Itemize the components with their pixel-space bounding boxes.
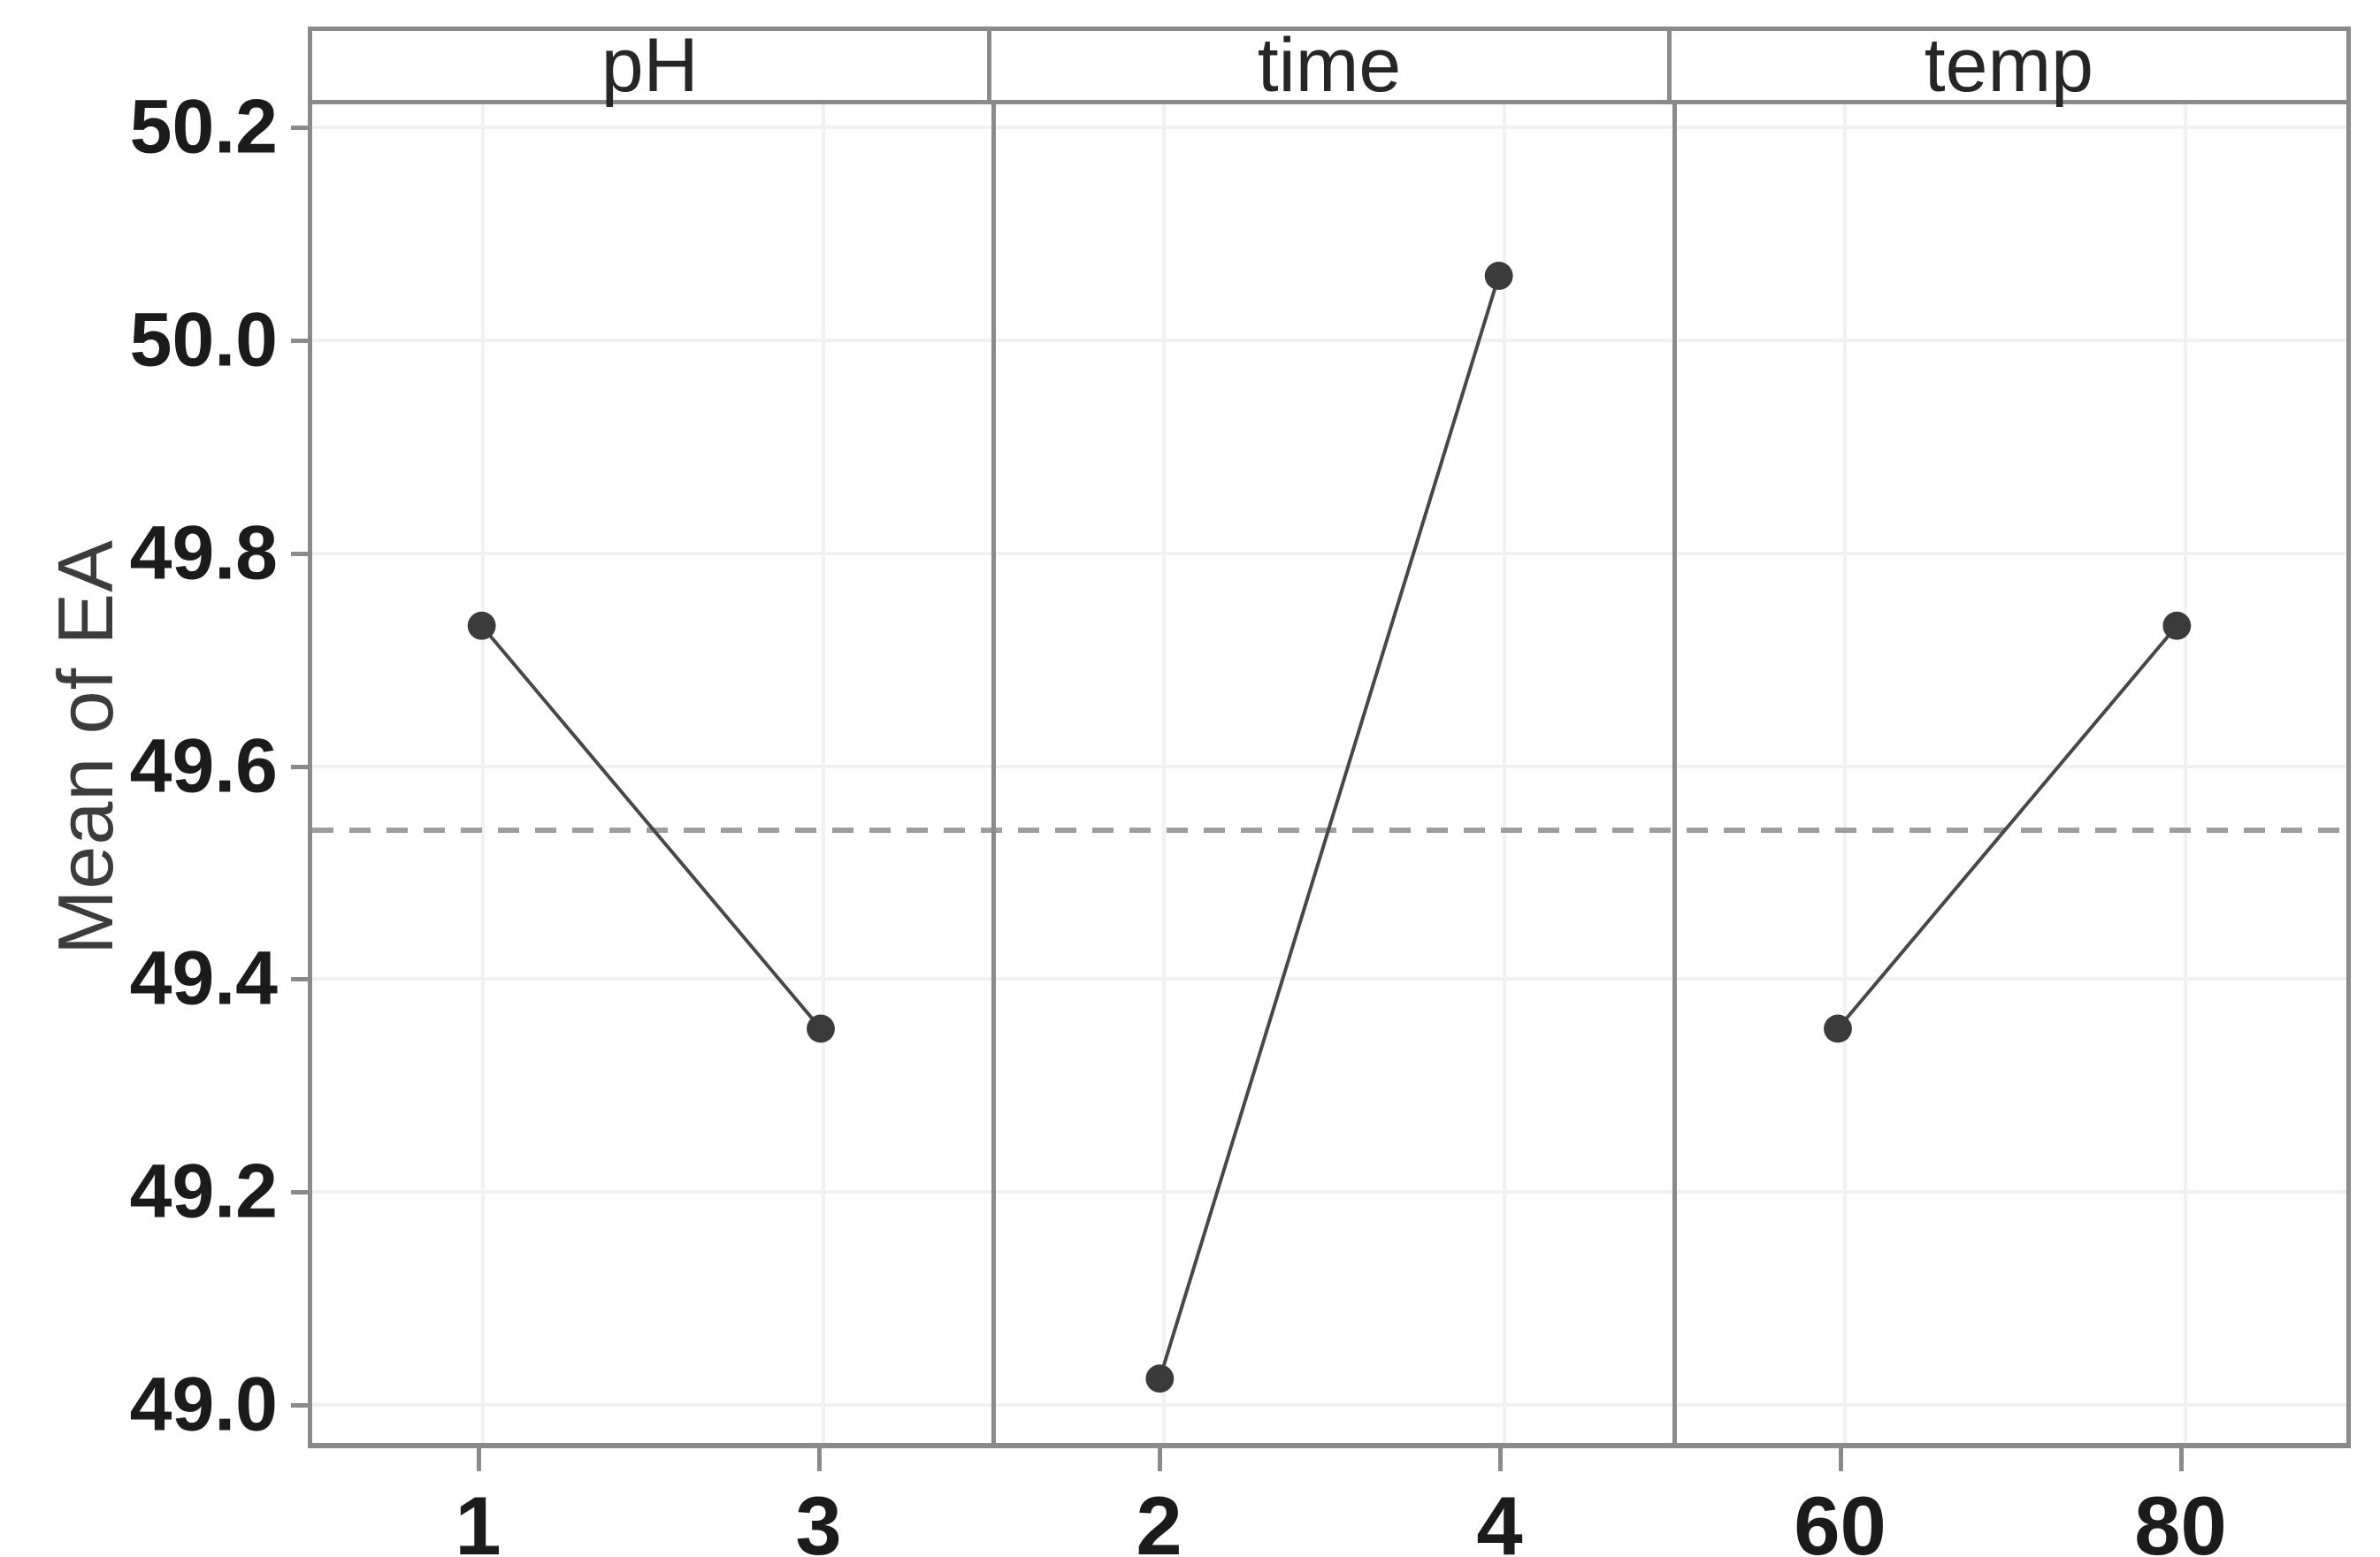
panel-header-temp: temp xyxy=(1666,23,2346,108)
effect-line-time xyxy=(1158,275,1501,1379)
data-point xyxy=(1824,1014,1852,1043)
x-tick-mark xyxy=(1157,1448,1162,1471)
y-tick-label: 50.2 xyxy=(129,84,278,170)
x-tick-mark xyxy=(2178,1448,2184,1471)
x-tick-label: 1 xyxy=(455,1479,501,1557)
y-tick-mark xyxy=(291,977,308,982)
x-tick-label: 3 xyxy=(795,1479,842,1557)
x-tick-mark xyxy=(816,1448,822,1471)
y-tick-label: 49.8 xyxy=(129,510,278,596)
h-gridline xyxy=(312,126,2346,130)
v-gridline xyxy=(1161,104,1166,1443)
h-gridline xyxy=(312,551,2346,555)
x-tick-mark xyxy=(476,1448,481,1471)
v-gridline xyxy=(1502,104,1506,1443)
y-tick-mark xyxy=(291,1403,308,1408)
v-gridline xyxy=(2183,104,2187,1443)
panel-divider xyxy=(1672,104,1677,1443)
data-point xyxy=(2162,611,2192,640)
v-gridline xyxy=(1842,104,1847,1443)
x-tick-label: 60 xyxy=(1794,1479,1886,1557)
data-point xyxy=(807,1014,835,1043)
y-tick-mark xyxy=(291,764,308,769)
h-gridline xyxy=(312,764,2346,768)
data-point xyxy=(1145,1364,1175,1393)
effect-line-temp xyxy=(1836,624,2178,1030)
plot-area xyxy=(308,104,2351,1448)
panel-divider xyxy=(991,104,996,1443)
x-tick-label: 2 xyxy=(1136,1479,1182,1557)
panel-header-row: pH time temp xyxy=(308,22,2351,108)
data-point xyxy=(467,611,496,640)
y-tick-mark xyxy=(291,551,308,556)
data-series-layer xyxy=(467,262,2192,1393)
y-tick-mark xyxy=(291,1190,308,1195)
h-gridline xyxy=(312,339,2346,342)
x-tick-label: 4 xyxy=(1476,1479,1523,1557)
y-tick-label: 50.0 xyxy=(129,297,278,383)
panel-header-time: time xyxy=(987,23,1666,108)
v-gridline xyxy=(480,104,485,1443)
h-gridline xyxy=(312,1190,2346,1194)
effect-line-pH xyxy=(480,624,823,1030)
v-gridline xyxy=(821,104,825,1443)
x-tick-mark xyxy=(1497,1448,1503,1471)
panel-header-pH: pH xyxy=(601,22,699,108)
x-tick-label: 80 xyxy=(2134,1479,2227,1557)
y-tick-label: 49.4 xyxy=(129,935,278,1021)
y-tick-label: 49.6 xyxy=(129,723,278,809)
y-tick-label: 49.0 xyxy=(129,1362,278,1447)
data-point xyxy=(1484,262,1513,290)
x-tick-mark xyxy=(1838,1448,1843,1471)
y-tick-mark xyxy=(291,339,308,343)
y-tick-mark xyxy=(291,126,308,131)
h-gridline xyxy=(312,1403,2346,1407)
h-gridline xyxy=(312,977,2346,981)
y-tick-label: 49.2 xyxy=(129,1149,278,1234)
